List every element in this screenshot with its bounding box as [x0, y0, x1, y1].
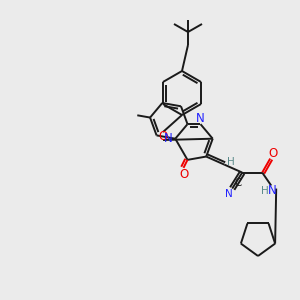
Text: N: N — [164, 132, 173, 145]
Text: N: N — [196, 112, 205, 124]
Text: H: H — [227, 157, 235, 166]
Text: O: O — [268, 147, 278, 160]
Text: H: H — [261, 186, 269, 196]
Text: O: O — [158, 130, 168, 142]
Text: C: C — [235, 178, 242, 188]
Text: N: N — [225, 189, 233, 199]
Text: N: N — [268, 184, 277, 197]
Text: O: O — [179, 168, 188, 182]
